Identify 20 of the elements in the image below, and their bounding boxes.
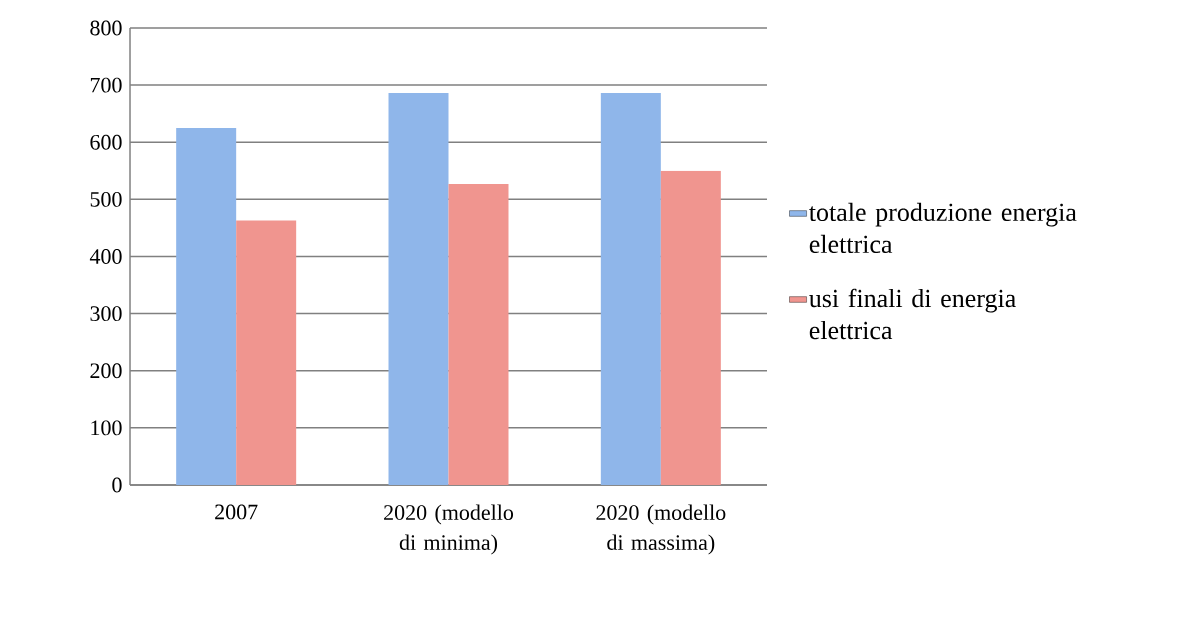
- y-tick-label: 200: [90, 363, 122, 379]
- y-tick-label: 100: [91, 420, 122, 436]
- bar: [448, 183, 509, 485]
- legend-label: totale produzione energia elettrica: [809, 202, 1077, 254]
- y-tick-label: 0: [112, 477, 122, 493]
- x-tick-label: 2020 (modello di massima): [596, 504, 726, 555]
- x-tick-label: 2007: [215, 504, 258, 520]
- bar: [600, 93, 661, 485]
- y-tick-label: 500: [90, 191, 122, 207]
- y-tick-label: 700: [90, 77, 122, 93]
- bar: [176, 127, 237, 485]
- y-tick-label: 800: [90, 20, 122, 36]
- y-tick-label: 400: [89, 249, 122, 264]
- x-tick-label: 2020 (modello di minima): [384, 504, 514, 555]
- legend-label: usi finali di energia elettrica: [809, 288, 1016, 340]
- y-tick-label: 600: [90, 134, 122, 150]
- bar: [388, 93, 449, 485]
- bar: [660, 170, 721, 485]
- y-tick-label: 300: [90, 306, 122, 322]
- bar: [236, 220, 297, 485]
